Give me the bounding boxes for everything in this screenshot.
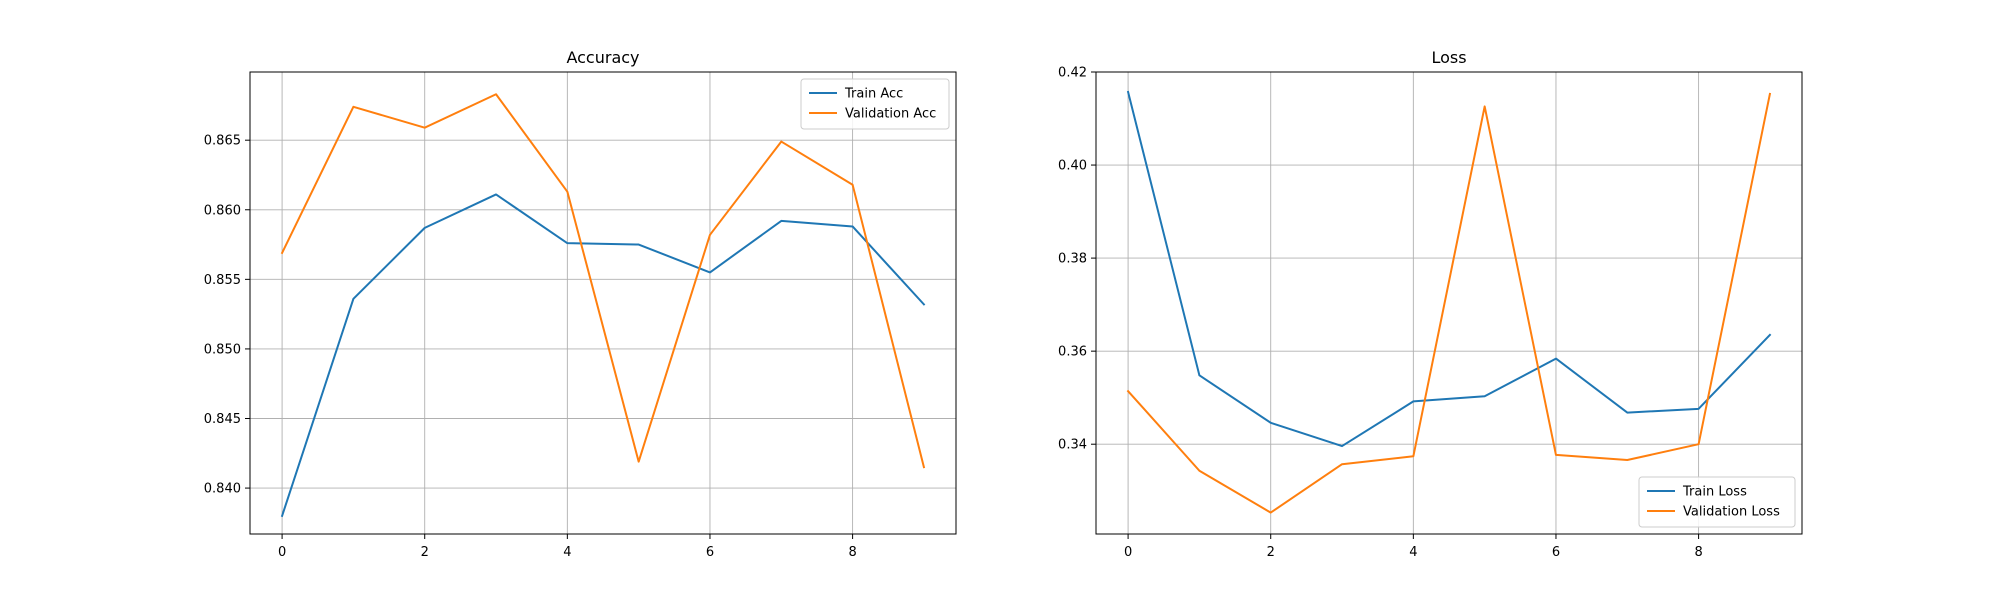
- legend: Train Acc Validation Acc: [800, 78, 950, 130]
- chart-title: Loss: [1431, 48, 1466, 67]
- legend-label: Train Acc: [844, 87, 903, 102]
- x-tick-label: 4: [1409, 545, 1417, 560]
- axes-frame: [249, 71, 957, 535]
- y-tick-label: 0.865: [204, 134, 241, 149]
- x-tick-label: 2: [1267, 545, 1275, 560]
- y-tick-label: 0.855: [204, 273, 241, 288]
- legend: Train Loss Validation Loss: [1638, 476, 1796, 528]
- y-tick-label: 0.860: [204, 203, 241, 218]
- x-tick-label: 0: [1124, 545, 1132, 560]
- axes-frame: [1095, 71, 1803, 535]
- legend-label: Validation Acc: [845, 107, 936, 122]
- legend-label: Train Loss: [1682, 485, 1747, 500]
- chart-title: Accuracy: [566, 48, 639, 67]
- legend-label: Validation Loss: [1683, 505, 1780, 520]
- x-tick-label: 6: [706, 545, 714, 560]
- x-tick-label: 6: [1552, 545, 1560, 560]
- y-tick-label: 0.34: [1058, 438, 1087, 453]
- series-line-train-acc: [280, 193, 926, 518]
- grid: [250, 72, 956, 534]
- x-tick-label: 4: [563, 545, 571, 560]
- y-tick-label: 0.850: [204, 342, 241, 357]
- legend-box: [1638, 476, 1796, 528]
- accuracy-chart: 0 2 4 6 8 0.840 0.845 0.850 0.855 0.860 0.865 Accur…: [204, 48, 957, 560]
- loss-chart: 0 2 4 6 8 0.34 0.36 0.38 0.40 0.42 Loss Train Loss V…: [1058, 48, 1803, 560]
- x-tick-label: 8: [1694, 545, 1702, 560]
- x-tick-label: 0: [278, 545, 286, 560]
- x-tick-label: 2: [421, 545, 429, 560]
- y-tick-label: 0.845: [204, 412, 241, 427]
- y-tick-label: 0.40: [1058, 159, 1087, 174]
- legend-box: [800, 78, 950, 130]
- x-tick-label: 8: [848, 545, 856, 560]
- y-tick-label: 0.36: [1058, 345, 1087, 360]
- y-tick-label: 0.38: [1058, 252, 1087, 267]
- series-line-train-loss: [1126, 90, 1772, 448]
- series-line-validation-acc: [280, 93, 926, 469]
- y-tick-label: 0.42: [1058, 66, 1087, 81]
- series-line-validation-loss: [1126, 92, 1772, 514]
- y-tick-label: 0.840: [204, 482, 241, 497]
